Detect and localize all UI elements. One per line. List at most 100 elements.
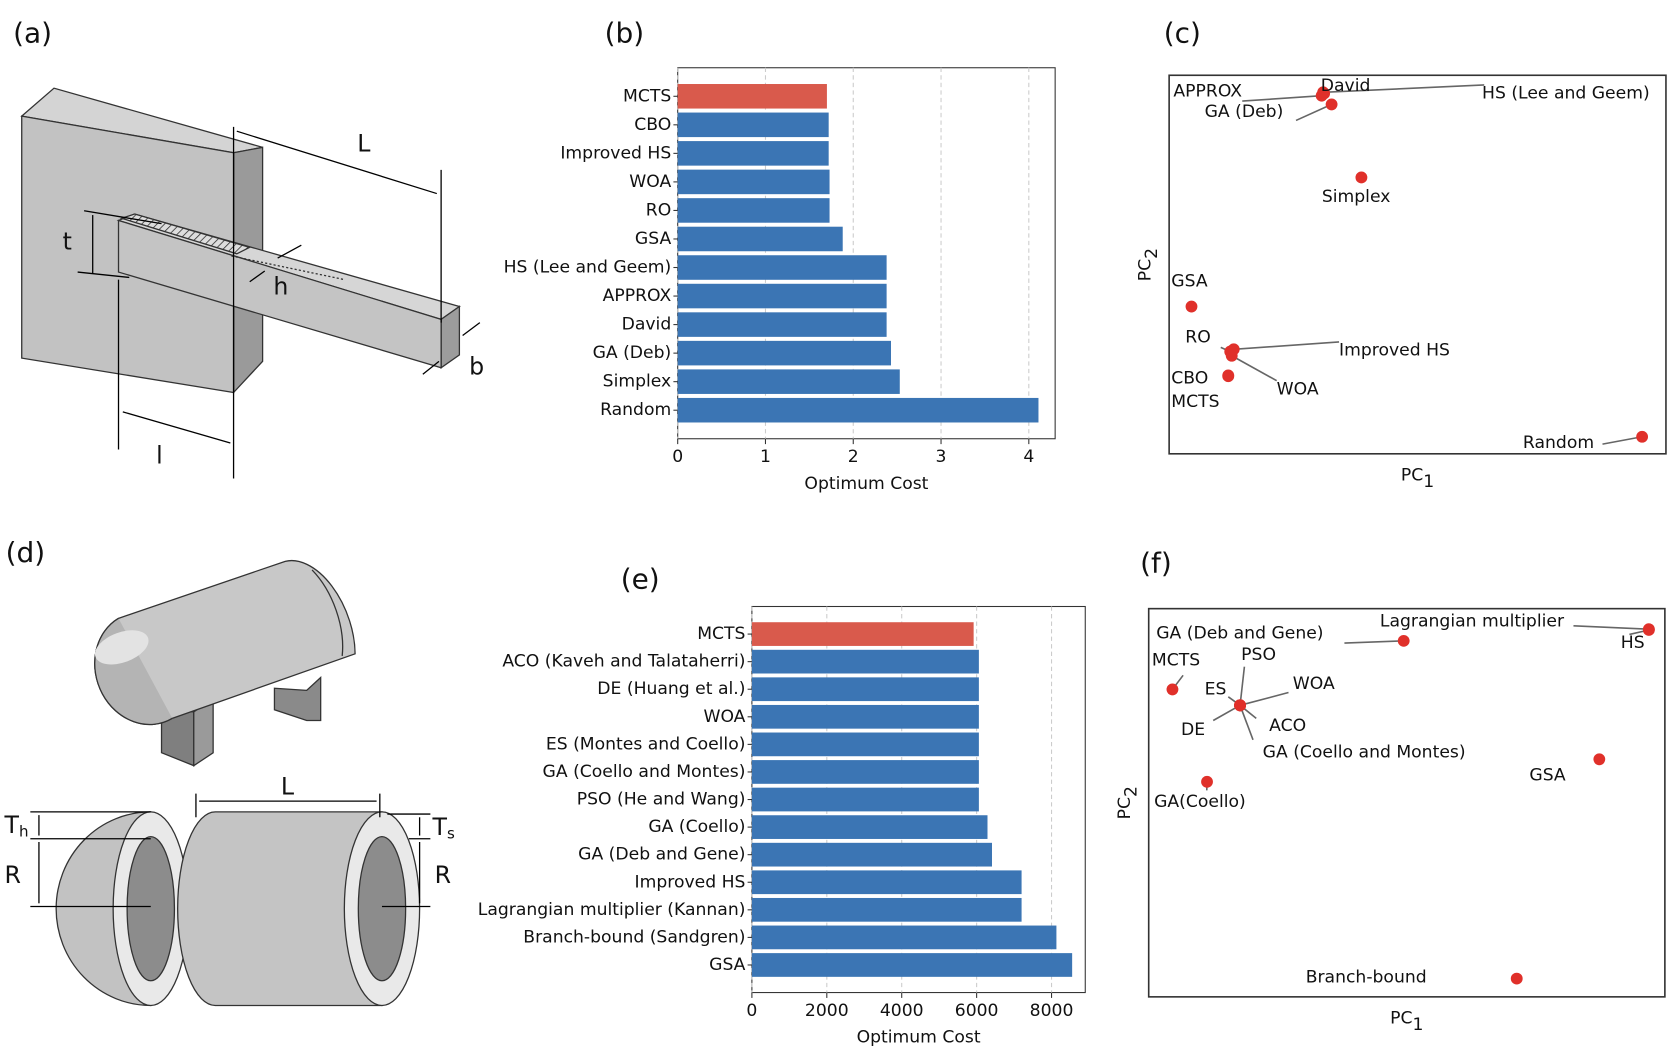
axis-label-sub: 1 [1423, 472, 1434, 492]
y-tick-label: HS (Lee and Geem) [504, 258, 672, 278]
axis-label-text: PC [1115, 797, 1135, 819]
point-label: GSA [1529, 765, 1566, 785]
y-tick-label: Improved HS [635, 872, 746, 892]
point [1642, 624, 1655, 636]
x-tick-label: 0 [672, 447, 683, 467]
axis-label-sub: 1 [1413, 1015, 1424, 1035]
y-tick-label: WOA [629, 172, 671, 192]
bar [751, 842, 992, 867]
leader-line [1295, 103, 1332, 122]
bar [677, 84, 827, 109]
y-tick-label: Lagrangian multiplier (Kannan) [478, 900, 746, 920]
point-label: MCTS [1171, 392, 1219, 412]
leader-line [1573, 625, 1649, 631]
x-tick-label: 0 [746, 1001, 757, 1021]
x-tick-label: 2000 [805, 1001, 849, 1021]
y-tick-label: GA (Deb and Gene) [578, 845, 745, 865]
y-tick-label: APPROX [603, 286, 672, 306]
point-label: MCTS [1152, 650, 1200, 670]
panel-label: (a) [13, 16, 52, 49]
y-tick-label: MCTS [697, 624, 745, 644]
point-label: PSO [1241, 645, 1276, 665]
point-label: APPROX [1173, 81, 1242, 101]
point [1185, 300, 1198, 313]
plot-area [677, 67, 1056, 440]
plot-area [1168, 74, 1667, 455]
y-tick-label: GSA [635, 229, 672, 249]
diagram-label: R [435, 861, 451, 889]
bar [751, 870, 1022, 895]
point [1397, 634, 1410, 647]
y-tick-label: GA (Deb) [593, 343, 672, 363]
x-tick-label: 8000 [1030, 1001, 1074, 1021]
diagram-label: l [156, 442, 163, 470]
y-tick-label: PSO (He and Wang) [577, 790, 746, 810]
point [1325, 98, 1338, 111]
point-label: Improved HS [1339, 341, 1450, 361]
y-tick-label: GA (Coello and Montes) [543, 762, 746, 782]
point [1510, 972, 1523, 985]
bar [677, 369, 900, 394]
y-tick-label: Random [600, 400, 671, 420]
point-label: HS (Lee and Geem) [1482, 84, 1650, 104]
point-label: ES [1205, 679, 1227, 699]
y-tick-label: GSA [709, 955, 746, 975]
bar [677, 255, 887, 280]
point-label: GSA [1171, 272, 1208, 292]
point-label: Random [1523, 433, 1594, 453]
leader-line [1233, 341, 1340, 351]
point-label: HS [1621, 633, 1645, 653]
point-label: RO [1185, 328, 1210, 348]
leader-line [1231, 355, 1278, 382]
panel-label: (c) [1164, 16, 1201, 49]
bar [751, 704, 979, 729]
x-tick-label: 2 [848, 447, 859, 467]
point [1201, 775, 1213, 788]
diagram-label: Th [4, 810, 29, 839]
y-tick-label: RO [646, 200, 671, 220]
point-label: DE [1181, 720, 1205, 740]
plot-area [1147, 607, 1666, 998]
point [1224, 345, 1237, 358]
bar [751, 897, 1022, 922]
point [1636, 430, 1649, 443]
axis-label: PC1 [1401, 465, 1434, 491]
bar [751, 787, 979, 812]
y-tick-label: MCTS [623, 86, 671, 106]
bar [751, 677, 979, 702]
point-label: WOA [1277, 379, 1319, 399]
point-label: Lagrangian multiplier [1380, 612, 1565, 632]
point [1166, 683, 1179, 696]
point [1355, 171, 1368, 184]
diagram-label: R [5, 861, 21, 889]
x-tick-label: 4000 [880, 1001, 924, 1021]
point-label: CBO [1171, 369, 1208, 389]
point-label: GA (Deb) [1205, 102, 1284, 122]
y-tick-label: Improved HS [560, 143, 671, 163]
axis-label: PC2 [1115, 786, 1141, 819]
point [1222, 369, 1235, 382]
bar [677, 198, 830, 223]
bar [677, 312, 887, 337]
y-tick-label: David [622, 315, 672, 335]
panel-label: (b) [605, 16, 645, 49]
diagram-label: t [63, 228, 72, 256]
x-tick-label: 3 [936, 447, 947, 467]
beam-diagram [20, 87, 481, 479]
bar [677, 169, 830, 195]
y-tick-label: Branch-bound (Sandgren) [523, 927, 745, 947]
y-tick-label: Simplex [603, 372, 672, 392]
diagram-label: h [273, 273, 288, 301]
y-tick-label: GA (Coello) [648, 817, 745, 837]
leader-line [1239, 691, 1289, 707]
bar [751, 732, 979, 757]
point-label: GA (Deb and Gene) [1156, 623, 1323, 643]
point-label: GA (Coello and Montes) [1263, 743, 1466, 763]
bar [677, 112, 829, 138]
bar [677, 283, 887, 309]
point-label: Branch-bound [1306, 967, 1427, 987]
point [1234, 699, 1246, 712]
bar [751, 815, 988, 839]
